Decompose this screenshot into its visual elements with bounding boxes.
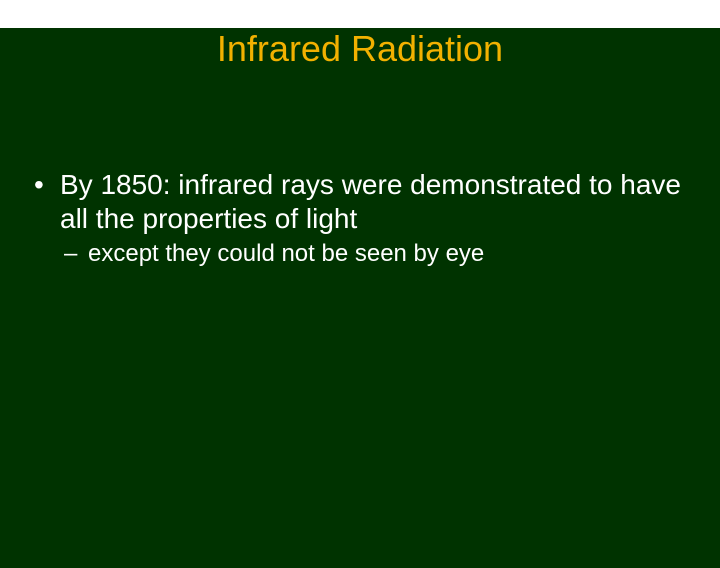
bullet-main-text: By 1850: infrared rays were demonstrated… <box>60 169 681 234</box>
bullet-sub-text: except they could not be seen by eye <box>88 240 484 267</box>
slide-content: By 1850: infrared rays were demonstrated… <box>0 168 720 269</box>
bullet-sub: except they could not be seen by eye <box>60 239 690 269</box>
slide-title: Infrared Radiation <box>0 28 720 70</box>
slide: Infrared Radiation By 1850: infrared ray… <box>0 28 720 568</box>
bullet-main: By 1850: infrared rays were demonstrated… <box>30 168 690 269</box>
